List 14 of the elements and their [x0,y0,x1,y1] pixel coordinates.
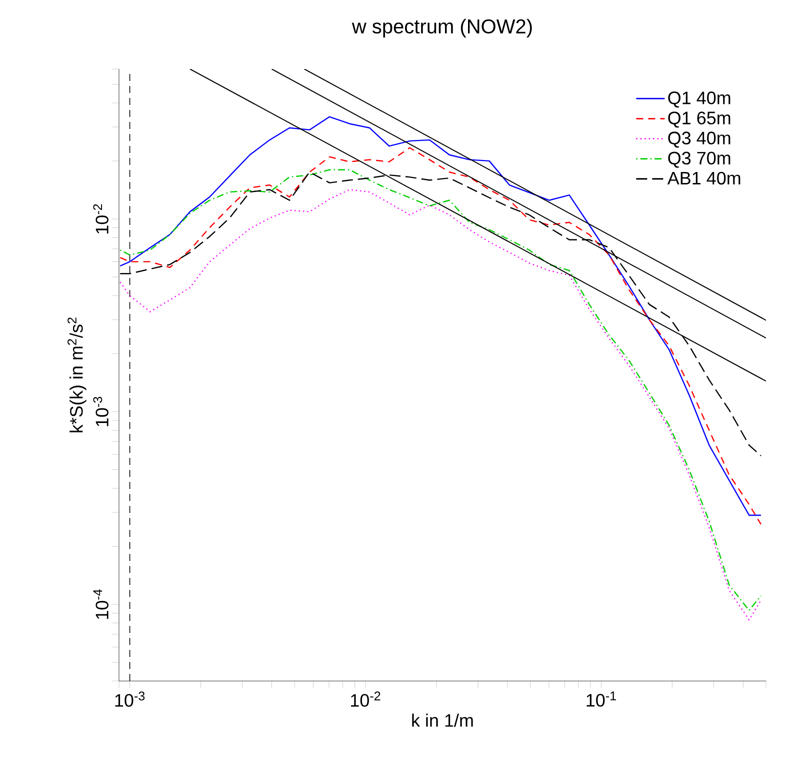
y-axis-title: k*S(k) in m$^{2}$/s$^{2}$ [68,318,86,432]
x-axis-title: k in 1/m [412,714,473,727]
legend-label: Q3 70m [668,152,730,168]
chart-title: w spectrum (NOW2) [352,18,532,38]
y-tick-label: 10$^{-3}$ [93,396,108,426]
y-tick-label: 10$^{-4}$ [93,589,108,619]
x-tick-label: 10$^{-1}$ [586,692,616,707]
legend-label: AB1 40m [667,172,740,185]
legend-label: Q1 40m [668,92,730,108]
x-tick-label: 10$^{-2}$ [351,692,380,707]
legend-label: Q3 40m [668,132,730,148]
x-tick-label: 10$^{-3}$ [115,692,145,707]
y-tick-label: 10$^{-2}$ [93,204,108,234]
legend-label: Q1 65m [668,112,730,128]
